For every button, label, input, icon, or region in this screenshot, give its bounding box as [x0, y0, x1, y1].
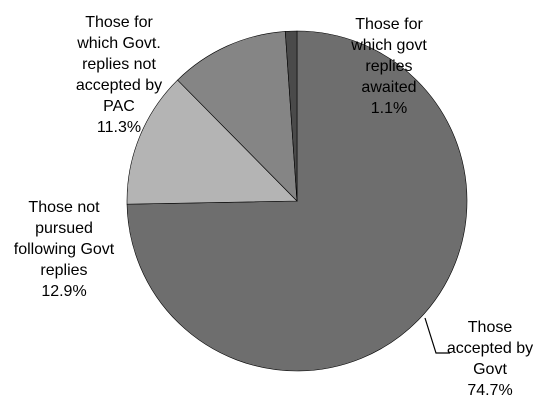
pie-slice-3 — [284, 30, 298, 202]
slice-label-1-line-0: Those not — [28, 199, 100, 216]
slice-label-2-line-1: which Govt. — [76, 35, 161, 52]
slice-label-3: Those for which govt replies awaited 1.1% — [350, 16, 427, 117]
slice-label-2-line-3: accepted by — [76, 77, 162, 94]
slice-label-1-line-3: replies — [40, 262, 87, 279]
slice-label-3-line-3: awaited — [361, 79, 416, 96]
pie-slice-2 — [177, 31, 298, 202]
slice-label-2-line-4: PAC — [103, 98, 135, 115]
slice-label-0-line-2: Govt — [473, 361, 507, 378]
slice-label-0-line-0: Those — [468, 319, 513, 336]
slice-label-0: Those accepted by Govt 74.7% — [447, 319, 533, 399]
pie-labels: Those accepted by Govt 74.7% Those not pursue… — [14, 14, 533, 399]
slice-label-0-line-3: 74.7% — [467, 382, 512, 399]
slice-label-1: Those not pursued following Govt replies 12.… — [14, 199, 115, 300]
slice-label-2-line-2: replies not — [82, 56, 156, 73]
slice-label-3-line-2: replies — [365, 58, 412, 75]
slice-label-3-line-1: which govt — [350, 37, 427, 54]
slice-label-3-line-0: Those for — [355, 16, 423, 33]
slice-label-3-line-4: 1.1% — [371, 100, 407, 117]
pie-slice-1 — [126, 79, 298, 205]
slice-label-0-line-1: accepted by — [447, 340, 533, 357]
slice-label-2-line-0: Those for — [85, 14, 153, 31]
slice-label-1-line-4: 12.9% — [41, 283, 86, 300]
slice-label-1-line-1: pursued — [35, 220, 93, 237]
pie-slices — [126, 30, 468, 372]
leader-line-accepted — [424, 317, 450, 354]
slice-label-1-line-2: following Govt — [14, 241, 115, 258]
slice-label-2-line-5: 11.3% — [97, 119, 141, 136]
slice-label-2: Those for which Govt. replies not accepted … — [76, 14, 162, 136]
